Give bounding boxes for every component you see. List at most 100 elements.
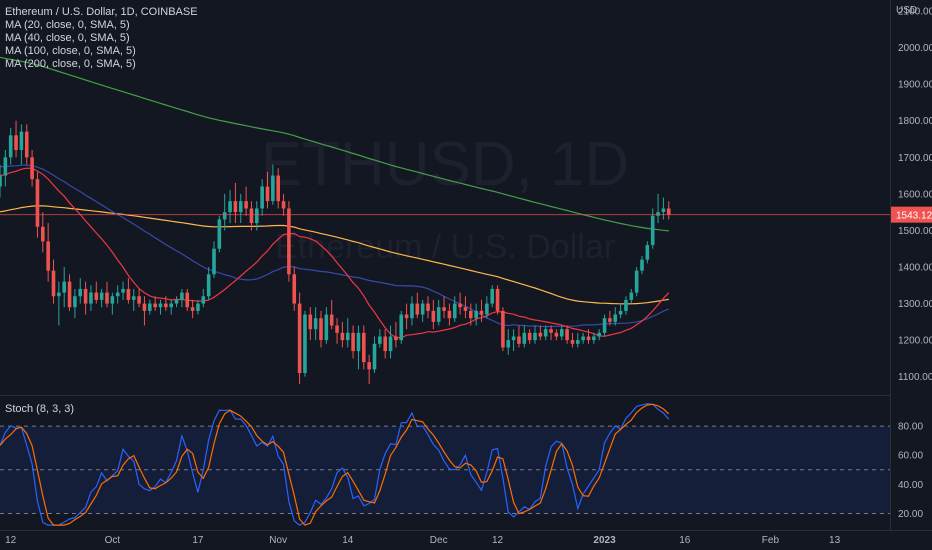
candle-up bbox=[656, 212, 660, 216]
time-tick-label: 13 bbox=[829, 535, 841, 546]
candle-down bbox=[281, 201, 286, 209]
candle-up bbox=[217, 219, 222, 249]
candle-down bbox=[276, 175, 280, 202]
candle-up bbox=[420, 303, 425, 315]
candle-down bbox=[426, 303, 430, 311]
candle-up bbox=[356, 332, 361, 352]
candle-up bbox=[661, 208, 666, 213]
ma100-line bbox=[0, 205, 669, 305]
candle-up bbox=[592, 336, 596, 341]
candle-down bbox=[308, 314, 313, 330]
time-tick-label: 12 bbox=[5, 535, 17, 546]
candle-down bbox=[570, 340, 575, 344]
candle-down bbox=[153, 303, 157, 308]
stoch-legend: Stoch (8, 3, 3) bbox=[5, 403, 75, 415]
candle-up bbox=[62, 281, 66, 293]
candle-up bbox=[115, 292, 120, 297]
watermark-symbol: ETHUSD, 1D bbox=[261, 130, 630, 199]
candle-down bbox=[549, 329, 553, 333]
time-tick-label: Feb bbox=[762, 535, 780, 546]
candle-up bbox=[121, 288, 125, 293]
candle-down bbox=[447, 310, 452, 319]
candle-down bbox=[126, 288, 131, 300]
candle-up bbox=[169, 303, 173, 308]
last-price-label: 1543.12 bbox=[896, 211, 932, 222]
candle-down bbox=[233, 201, 238, 213]
candle-down bbox=[415, 303, 420, 315]
candle-up bbox=[506, 340, 511, 348]
candle-down bbox=[83, 288, 88, 304]
time-tick-label: 2023 bbox=[593, 535, 616, 546]
candle-up bbox=[345, 332, 350, 341]
candle-down bbox=[442, 307, 446, 311]
candle-up bbox=[89, 292, 93, 304]
time-tick-label: 14 bbox=[342, 535, 354, 546]
candle-down bbox=[105, 292, 109, 304]
candle-up bbox=[645, 245, 650, 260]
candle-down bbox=[495, 288, 500, 311]
price-tick-label: 1300.00 bbox=[898, 299, 932, 310]
candle-down bbox=[329, 314, 334, 326]
candle-up bbox=[212, 248, 216, 275]
time-tick-label: 12 bbox=[492, 535, 504, 546]
candle-up bbox=[522, 332, 527, 344]
candle-down bbox=[383, 336, 387, 352]
candle-up bbox=[581, 336, 585, 341]
stoch-tick-label: 20.00 bbox=[898, 509, 923, 520]
candle-up bbox=[201, 296, 206, 304]
candle-down bbox=[297, 303, 302, 374]
candle-up bbox=[0, 175, 2, 187]
candle-down bbox=[479, 310, 484, 315]
stoch-tick-label: 60.00 bbox=[898, 451, 923, 462]
candle-down bbox=[586, 336, 591, 341]
stoch-d-line bbox=[0, 403, 670, 526]
ma200-line bbox=[0, 56, 669, 232]
candle-down bbox=[94, 292, 99, 300]
chart-legend: Ethereum / U.S. Dollar, 1D, COINBASE MA … bbox=[5, 6, 198, 71]
price-tick-label: 1900.00 bbox=[898, 80, 932, 91]
candle-up bbox=[388, 336, 393, 352]
candle-down bbox=[24, 131, 29, 158]
symbol-title: Ethereum / U.S. Dollar, 1D, COINBASE bbox=[5, 6, 198, 18]
candle-up bbox=[474, 310, 478, 319]
candle-up bbox=[8, 135, 13, 158]
time-tick-label: 17 bbox=[192, 535, 204, 546]
candle-down bbox=[404, 314, 409, 319]
candle-down bbox=[458, 303, 462, 308]
candle-up bbox=[576, 340, 580, 344]
price-tick-label: 1800.00 bbox=[898, 116, 932, 127]
candle-up bbox=[196, 303, 200, 311]
time-tick-label: 16 bbox=[679, 535, 691, 546]
candle-up bbox=[624, 299, 628, 311]
candle-down bbox=[666, 208, 671, 215]
candle-up bbox=[271, 175, 275, 202]
candle-down bbox=[41, 226, 45, 242]
candle-up bbox=[372, 343, 377, 370]
ma100-label: MA (100, close, 0, SMA, 5) bbox=[5, 45, 136, 57]
candle-down bbox=[287, 208, 291, 275]
candle-down bbox=[292, 274, 297, 304]
candle-up bbox=[180, 292, 184, 300]
candle-up bbox=[3, 157, 8, 176]
candle-up bbox=[629, 292, 634, 300]
candle-up bbox=[19, 131, 24, 150]
watermark-name: Ethereum / U.S. Dollar bbox=[275, 228, 615, 266]
candle-up bbox=[634, 270, 639, 293]
ma20-label: MA (20, close, 0, SMA, 5) bbox=[5, 19, 130, 31]
stoch-tick-label: 40.00 bbox=[898, 480, 923, 491]
price-tick-label: 1600.00 bbox=[898, 189, 932, 200]
candle-down bbox=[190, 307, 195, 311]
candle-up bbox=[222, 212, 227, 220]
candle-up bbox=[602, 318, 607, 333]
candle-up bbox=[511, 336, 516, 341]
candle-down bbox=[565, 329, 569, 341]
candle-down bbox=[362, 332, 366, 363]
candle-down bbox=[30, 157, 34, 180]
candle-up bbox=[260, 186, 264, 209]
candle-up bbox=[618, 310, 623, 315]
candle-up bbox=[378, 336, 382, 344]
price-tick-label: 1700.00 bbox=[898, 153, 932, 164]
price-tick-label: 2100.00 bbox=[898, 6, 932, 17]
ma40-line bbox=[0, 164, 670, 328]
